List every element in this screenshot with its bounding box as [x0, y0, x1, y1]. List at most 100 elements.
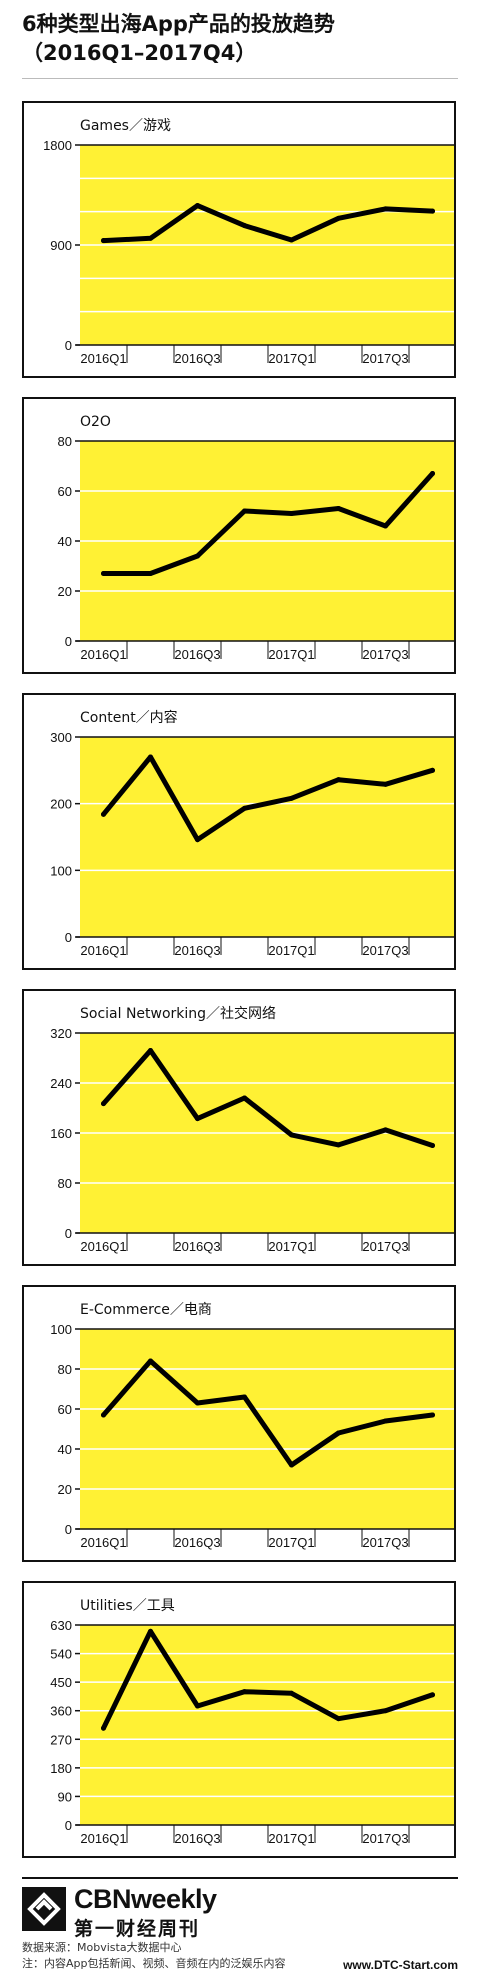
x-tick-label: 2017Q3 [362, 351, 408, 366]
series-line [101, 1358, 435, 1468]
data-point [101, 1412, 106, 1418]
chart-svg: Games／游戏 0 900 1800 2016Q1 2016Q3 2017Q1 2017Q3 [43, 118, 454, 366]
x-tick-label: 2017Q3 [362, 647, 408, 662]
data-point [430, 767, 435, 773]
chart-panel-games: Games／游戏 0 900 1800 2016Q1 2016Q3 2017Q1 2017Q3 [22, 101, 456, 378]
data-point [289, 795, 294, 801]
data-point [195, 837, 200, 843]
title-divider [22, 78, 458, 79]
data-point [101, 1725, 106, 1731]
data-point [430, 471, 435, 476]
series-line [101, 1048, 435, 1148]
footer-divider [22, 1877, 458, 1879]
y-tick-label: 200 [50, 797, 72, 812]
data-point [242, 223, 247, 229]
y-tick-label: 1800 [43, 138, 72, 153]
data-point [242, 508, 247, 514]
data-point [148, 1358, 153, 1364]
x-tick-label: 2016Q3 [174, 1831, 220, 1846]
data-point [336, 215, 341, 221]
y-tick-label: 0 [65, 930, 72, 945]
page-title: 6种类型出海App产品的投放趋势 （2016Q1–2017Q4） [22, 10, 462, 68]
title-line-2: （2016Q1–2017Q4） [22, 41, 257, 65]
data-point [383, 1127, 388, 1133]
y-tick-label: 0 [65, 338, 72, 353]
x-tick-label: 2017Q1 [268, 1831, 314, 1846]
data-point [242, 1394, 247, 1400]
x-tick-label: 2016Q1 [80, 1831, 126, 1846]
data-point [336, 1716, 341, 1722]
chart-panel-o2o: O2O 0 20 40 60 80 2016Q1 2016Q3 2017Q1 2017Q3 [22, 397, 456, 674]
data-point [148, 1628, 153, 1634]
x-tick-label: 2017Q1 [268, 647, 314, 662]
series-line [101, 471, 435, 576]
x-tick-label: 2016Q3 [174, 351, 220, 366]
y-tick-label: 240 [50, 1076, 72, 1091]
x-tick-label: 2016Q1 [80, 647, 126, 662]
y-tick-label: 450 [50, 1675, 72, 1690]
data-point [383, 1418, 388, 1424]
y-tick-label: 20 [58, 584, 72, 599]
source-line-2: 注：内容App包括新闻、视频、音频在内的泛娱乐内容 [22, 1957, 286, 1970]
source-note: 数据来源：Mobvista大数据中心 注：内容App包括新闻、视频、音频在内的泛… [22, 1940, 286, 1972]
series-line [101, 203, 435, 244]
data-point [430, 208, 435, 214]
chart-title: O2O [80, 414, 111, 430]
site-url: www.DTC-Start.com [343, 1958, 458, 1972]
chart-panel-e-commerce: E-Commerce／电商 0 20 40 60 80 100 2016Q1 2016Q3 201… [22, 1285, 456, 1562]
y-tick-label: 100 [50, 1322, 72, 1337]
chart-title: Games／游戏 [80, 118, 171, 134]
data-point [148, 571, 153, 576]
data-point [195, 1116, 200, 1122]
x-tick-label: 2017Q1 [268, 351, 314, 366]
chart-title: Utilities／工具 [80, 1598, 175, 1614]
x-tick-label: 2017Q3 [362, 1535, 408, 1550]
data-point [336, 777, 341, 783]
data-point [101, 571, 106, 576]
chart-panel-content: Content／内容 0 100 200 300 2016Q1 2016Q3 2017Q1 20… [22, 693, 456, 970]
y-tick-label: 20 [58, 1482, 72, 1497]
brand-name-cn: 第一财经周刊 [74, 1918, 201, 1940]
cbnweekly-logo-icon [22, 1887, 66, 1931]
y-tick-label: 320 [50, 1026, 72, 1041]
y-tick-label: 360 [50, 1704, 72, 1719]
data-point [430, 1692, 435, 1698]
data-point [336, 1142, 341, 1148]
chart-svg: E-Commerce／电商 0 20 40 60 80 100 2016Q1 2016Q3 201… [50, 1302, 454, 1550]
data-point [383, 1708, 388, 1714]
chart-panel-utilities: Utilities／工具 0 90 180 270 360 450 540 630 2016Q1 2… [22, 1581, 456, 1858]
source-line-1: 数据来源：Mobvista大数据中心 [22, 1941, 182, 1954]
chart-title: E-Commerce／电商 [80, 1302, 212, 1318]
data-point [101, 238, 106, 244]
chart-svg: O2O 0 20 40 60 80 2016Q1 2016Q3 2017Q1 2017Q3 [58, 414, 454, 662]
x-tick-label: 2016Q3 [174, 647, 220, 662]
data-point [148, 235, 153, 241]
data-point [289, 237, 294, 243]
x-tick-label: 2016Q1 [80, 1239, 126, 1254]
y-tick-label: 80 [58, 1362, 72, 1377]
y-tick-label: 180 [50, 1761, 72, 1776]
y-tick-label: 160 [50, 1126, 72, 1141]
y-tick-label: 0 [65, 1818, 72, 1833]
y-tick-label: 540 [50, 1647, 72, 1662]
chart-svg: Utilities／工具 0 90 180 270 360 450 540 630 2016Q1 2… [50, 1598, 454, 1846]
data-point [242, 1689, 247, 1695]
data-point [195, 1400, 200, 1406]
y-tick-label: 40 [58, 534, 72, 549]
x-tick-label: 2016Q1 [80, 1535, 126, 1550]
plot-area [80, 737, 454, 937]
y-tick-label: 60 [58, 1402, 72, 1417]
x-tick-label: 2017Q1 [268, 943, 314, 958]
chart-svg: Content／内容 0 100 200 300 2016Q1 2016Q3 2017Q1 20… [50, 709, 454, 958]
data-point [383, 206, 388, 212]
x-tick-label: 2016Q1 [80, 351, 126, 366]
data-point [242, 1095, 247, 1101]
data-point [195, 203, 200, 209]
x-tick-label: 2017Q3 [362, 1831, 408, 1846]
x-tick-label: 2017Q3 [362, 1239, 408, 1254]
y-tick-label: 90 [58, 1789, 72, 1804]
chart-panel-social-networking: Social Networking／社交网络 0 80 160 240 320 2016Q1… [22, 989, 456, 1266]
x-tick-label: 2017Q1 [268, 1535, 314, 1550]
x-tick-label: 2016Q3 [174, 943, 220, 958]
data-point [336, 1430, 341, 1436]
